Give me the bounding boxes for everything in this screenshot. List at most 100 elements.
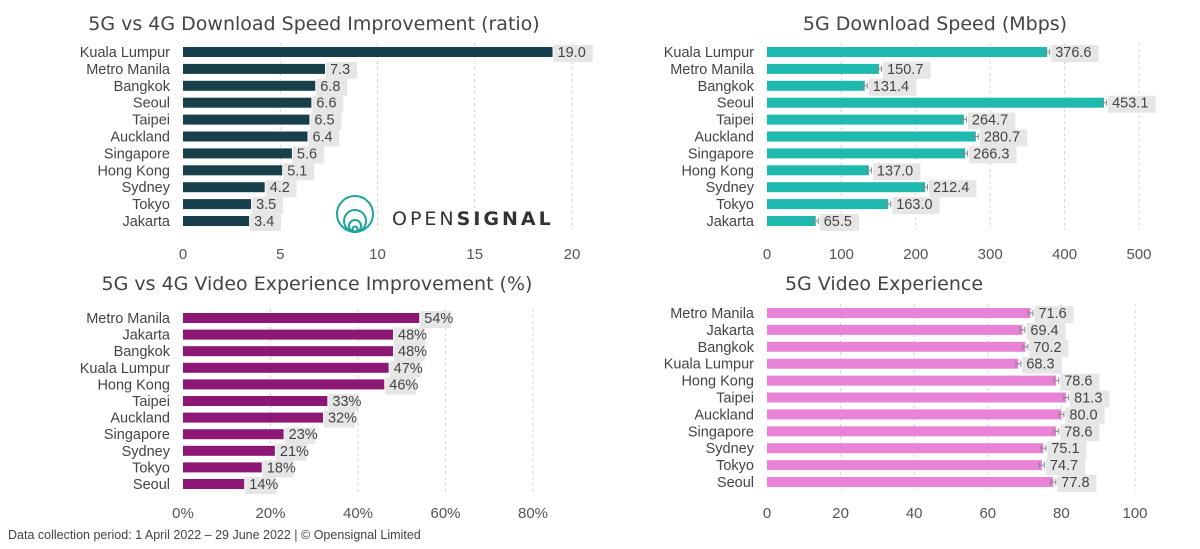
category-label: Metro Manila	[86, 311, 171, 327]
category-label: Hong Kong	[97, 377, 170, 393]
category-label: Bangkok	[114, 344, 171, 360]
logo-text-open: OPEN	[392, 208, 457, 230]
value-label-bg	[310, 112, 342, 130]
bar	[183, 362, 389, 373]
value-label-bg	[967, 112, 1016, 130]
value-label-bg	[819, 214, 859, 231]
value-label: 280.7	[984, 130, 1020, 146]
bar	[767, 216, 816, 226]
x-tick-label: 100	[1122, 505, 1147, 522]
value-label-bg	[1060, 424, 1100, 442]
category-label: Singapore	[688, 146, 754, 162]
value-label-bg	[1029, 339, 1069, 357]
value-label: 5.1	[287, 163, 307, 179]
bar	[767, 460, 1042, 471]
value-label-bg	[275, 443, 307, 461]
category-label: Kuala Lumpur	[80, 45, 170, 61]
bar	[767, 324, 1023, 335]
chart-video-improvement: 5G vs 4G Video Experience Improvement (%…	[80, 273, 548, 522]
value-label: 19.0	[558, 45, 586, 61]
value-label: 54%	[424, 311, 453, 327]
x-tick-label: 0	[763, 505, 771, 522]
value-label-bg	[553, 45, 593, 62]
value-label-bg	[420, 311, 452, 328]
value-label: 18%	[267, 460, 296, 476]
data-collection-footer: Data collection period: 1 April 2022 – 2…	[8, 528, 421, 542]
value-label-bg	[1065, 407, 1105, 425]
value-label: 131.4	[873, 79, 909, 95]
value-label-bg	[883, 61, 931, 79]
bar	[767, 165, 869, 176]
bar	[183, 462, 262, 473]
value-label: 212.4	[933, 180, 969, 196]
value-label: 150.7	[887, 62, 923, 78]
category-label: Metro Manila	[86, 62, 171, 78]
value-label-bg	[1022, 356, 1062, 374]
bar	[767, 443, 1044, 454]
bar	[183, 429, 284, 440]
bar	[183, 445, 275, 456]
category-label: Sydney	[706, 180, 755, 196]
category-label: Hong Kong	[681, 163, 754, 179]
bar	[183, 47, 553, 57]
value-label: 3.4	[254, 214, 274, 230]
bar	[183, 346, 393, 357]
x-tick-label: 100	[829, 246, 854, 263]
value-label-bg	[316, 78, 348, 96]
chart-title: 5G vs 4G Download Speed Improvement (rat…	[88, 13, 539, 35]
bar	[767, 426, 1057, 437]
category-label: Jakarta	[122, 328, 170, 344]
value-label-bg	[292, 146, 324, 164]
bar	[183, 97, 312, 108]
x-tick-label: 40	[906, 505, 923, 522]
x-tick-label: 200	[903, 246, 928, 263]
category-label: Seoul	[717, 475, 754, 491]
value-label-bg	[872, 163, 921, 181]
value-label-bg	[892, 197, 940, 215]
value-label-bg	[385, 377, 417, 395]
chart-title: 5G Download Speed (Mbps)	[803, 13, 1067, 35]
bar	[767, 131, 976, 142]
bar	[183, 479, 245, 489]
bar	[767, 308, 1031, 318]
value-label-bg	[250, 214, 282, 231]
x-tick-label: 300	[978, 246, 1003, 263]
bar	[183, 80, 316, 91]
bar	[183, 165, 283, 176]
x-tick-label: 5	[276, 246, 284, 263]
value-label-bg	[252, 197, 283, 215]
value-label-bg	[325, 61, 357, 79]
value-label-bg	[312, 95, 344, 113]
value-label-bg	[389, 360, 421, 378]
value-label-bg	[283, 163, 315, 181]
value-label-bg	[328, 394, 360, 411]
value-label: 70.2	[1033, 340, 1061, 356]
svg-text:OPENSIGNAL: OPENSIGNAL	[392, 208, 554, 230]
bar	[767, 392, 1067, 403]
bar	[767, 97, 1105, 108]
category-label: Hong Kong	[97, 163, 170, 179]
x-tick-label: 80	[1053, 505, 1070, 522]
bar	[767, 47, 1048, 57]
x-tick-label: 0	[763, 246, 771, 263]
category-label: Auckland	[110, 130, 170, 146]
x-tick-label: 10	[369, 246, 386, 263]
bar	[767, 199, 889, 210]
value-label-bg	[969, 146, 1017, 164]
category-label: Taipei	[132, 113, 170, 129]
value-label: 47%	[394, 361, 423, 377]
category-label: Taipei	[716, 113, 754, 129]
value-label: 6.8	[320, 79, 340, 95]
value-label: 14%	[249, 477, 278, 493]
bar	[183, 329, 393, 340]
value-label: 5.6	[297, 146, 317, 162]
value-label-bg	[245, 477, 277, 494]
value-label-bg	[394, 327, 425, 345]
category-label: Bangkok	[698, 79, 755, 95]
value-label-bg	[308, 129, 340, 147]
category-label: Singapore	[688, 424, 754, 440]
category-label: Tokyo	[716, 458, 754, 474]
value-label: 376.6	[1055, 45, 1091, 61]
category-label: Seoul	[133, 96, 170, 112]
